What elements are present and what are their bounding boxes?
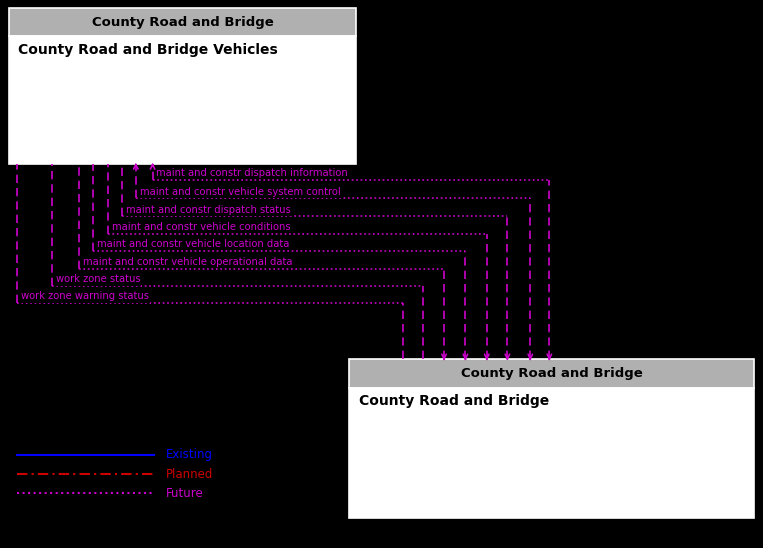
- Text: maint and constr vehicle operational data: maint and constr vehicle operational dat…: [83, 257, 293, 267]
- Text: maint and constr dispatch information: maint and constr dispatch information: [156, 168, 348, 178]
- Text: work zone status: work zone status: [56, 275, 140, 284]
- Text: Planned: Planned: [166, 467, 213, 481]
- Bar: [349, 387, 754, 518]
- Text: maint and constr vehicle location data: maint and constr vehicle location data: [97, 239, 289, 249]
- Text: County Road and Bridge: County Road and Bridge: [461, 367, 642, 380]
- Text: County Road and Bridge: County Road and Bridge: [92, 16, 274, 29]
- Text: work zone warning status: work zone warning status: [21, 292, 149, 301]
- Text: Existing: Existing: [166, 448, 213, 461]
- Bar: [9, 36, 356, 164]
- Text: maint and constr vehicle system control: maint and constr vehicle system control: [140, 187, 340, 197]
- Bar: [9, 8, 356, 36]
- Text: County Road and Bridge: County Road and Bridge: [359, 394, 549, 408]
- Text: County Road and Bridge Vehicles: County Road and Bridge Vehicles: [18, 43, 278, 57]
- Text: maint and constr vehicle conditions: maint and constr vehicle conditions: [112, 222, 291, 232]
- Text: maint and constr dispatch status: maint and constr dispatch status: [126, 205, 291, 215]
- Text: Future: Future: [166, 487, 203, 500]
- Bar: [349, 359, 754, 387]
